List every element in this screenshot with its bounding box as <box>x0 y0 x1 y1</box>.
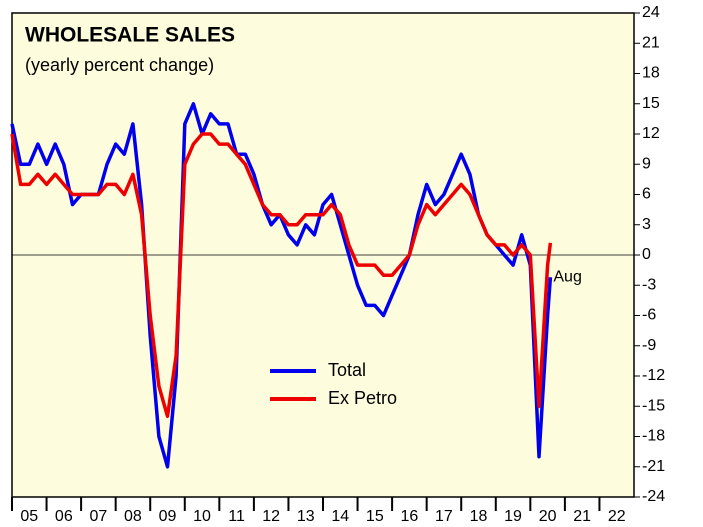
x-tick-label: 20 <box>539 508 557 525</box>
y-tick-label: 18 <box>642 65 660 82</box>
x-tick-label: 21 <box>573 508 591 525</box>
x-tick-label: 09 <box>159 508 177 525</box>
x-tick-label: 14 <box>331 508 349 525</box>
y-tick-label: -12 <box>642 367 665 384</box>
x-tick-label: 19 <box>504 508 522 525</box>
y-tick-label: -15 <box>642 397 665 414</box>
x-tick-label: 10 <box>193 508 211 525</box>
y-tick-label: -21 <box>642 458 665 475</box>
chart-subtitle: (yearly percent change) <box>25 55 214 75</box>
x-tick-label: 05 <box>20 508 38 525</box>
y-tick-label: 0 <box>642 246 651 263</box>
legend-label: Total <box>328 360 366 380</box>
y-tick-label: -24 <box>642 488 665 505</box>
x-tick-label: 15 <box>366 508 384 525</box>
x-tick-label: 06 <box>55 508 73 525</box>
x-tick-label: 08 <box>124 508 142 525</box>
y-tick-label: 3 <box>642 216 651 233</box>
legend-label: Ex Petro <box>328 388 397 408</box>
x-tick-label: 07 <box>89 508 107 525</box>
annotation: Aug <box>553 268 581 285</box>
y-tick-label: 24 <box>642 4 660 21</box>
y-tick-label: 15 <box>642 95 660 112</box>
y-tick-label: -6 <box>642 307 656 324</box>
x-tick-label: 16 <box>400 508 418 525</box>
y-tick-label: 21 <box>642 34 660 51</box>
series-line <box>10 102 553 469</box>
x-tick-label: 11 <box>228 508 245 525</box>
series-line <box>10 132 553 419</box>
x-tick-label: 18 <box>470 508 488 525</box>
y-tick-label: -9 <box>642 337 656 354</box>
x-tick-label: 17 <box>435 508 453 525</box>
x-tick-label: 22 <box>608 508 626 525</box>
y-tick-label: 9 <box>642 155 651 172</box>
y-tick-label: 12 <box>642 125 660 142</box>
y-tick-label: -3 <box>642 276 656 293</box>
x-tick-label: 12 <box>262 508 280 525</box>
y-tick-label: -18 <box>642 428 665 445</box>
x-tick-label: 13 <box>297 508 315 525</box>
y-tick-label: 6 <box>642 186 651 203</box>
chart-title: WHOLESALE SALES <box>25 24 235 47</box>
